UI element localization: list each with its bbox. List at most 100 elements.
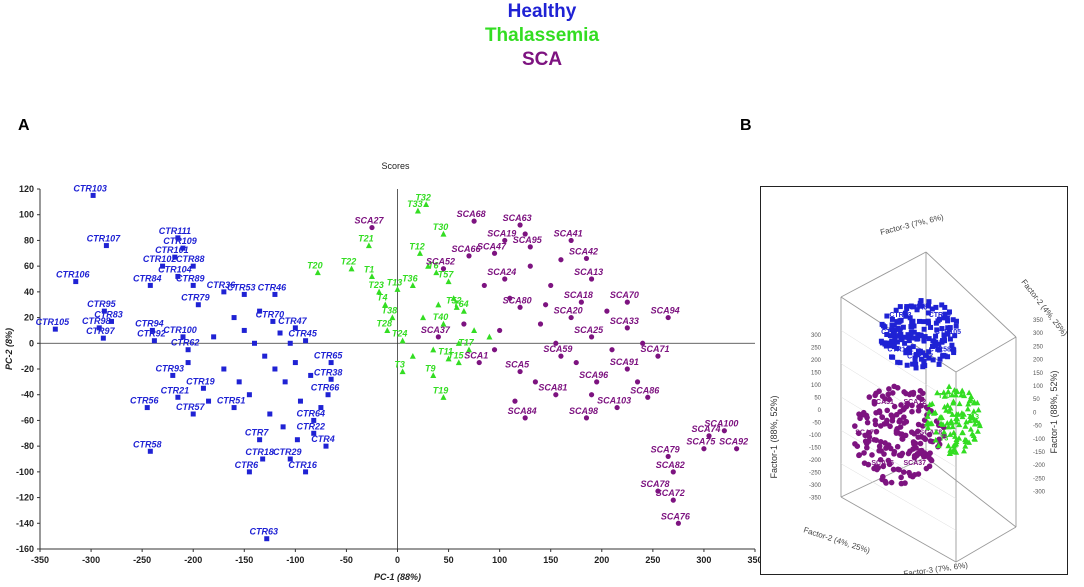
- thalassemia-point: [959, 413, 966, 420]
- thalassemia-point: [974, 428, 981, 434]
- healthy-point: [890, 354, 896, 360]
- left-tick-label: 150: [811, 371, 822, 377]
- sca-point: [527, 263, 533, 269]
- thalassemia-point-label: T24: [392, 329, 408, 339]
- sca-point: [908, 429, 915, 435]
- healthy-point-label: CTR101: [155, 245, 189, 255]
- sca-point: [877, 438, 884, 445]
- healthy-point: [884, 331, 890, 337]
- thalassemia-point: [945, 442, 952, 449]
- thalassemia-point: [949, 391, 956, 398]
- healthy-point: [303, 338, 309, 344]
- healthy-point: [907, 315, 913, 321]
- thalassemia-point: [953, 411, 960, 417]
- healthy-point: [903, 313, 909, 319]
- chart-title: Scores: [381, 161, 410, 171]
- sca-point: [527, 244, 533, 250]
- left-tick-label: -200: [809, 458, 822, 464]
- sca-point: [899, 431, 905, 438]
- healthy-point: [933, 304, 939, 310]
- axis-label-right: Factor-1 (88%, 52%): [1049, 370, 1059, 453]
- healthy-point-label: CTR84: [133, 273, 162, 283]
- healthy-point: [913, 351, 919, 357]
- sca-point: [665, 453, 671, 460]
- healthy-point: [913, 365, 919, 371]
- healthy-point: [241, 327, 247, 333]
- thalassemia-point: [948, 418, 955, 424]
- sca-point-label: SCA91: [610, 357, 639, 367]
- left-tick-label: -100: [809, 433, 822, 439]
- thalassemia-point: [409, 352, 416, 359]
- y-tick-label: -120: [16, 493, 34, 503]
- sca-point: [891, 383, 897, 390]
- sca-point-label: SCA27: [354, 216, 384, 226]
- sca-point: [886, 396, 893, 403]
- healthy-point: [891, 344, 897, 350]
- y-tick-label: -100: [16, 467, 34, 477]
- sca-point: [512, 398, 518, 404]
- sca-point-label: SCA31: [871, 399, 894, 406]
- healthy-point: [236, 379, 242, 385]
- left-tick-label: -50: [812, 421, 821, 427]
- x-tick-label: 300: [696, 555, 711, 565]
- sca-point: [568, 237, 574, 244]
- legend-sca: SCA: [521, 49, 563, 70]
- thalassemia-point: [936, 414, 943, 421]
- healthy-point: [260, 456, 266, 462]
- thalassemia-point: [958, 391, 965, 398]
- thalassemia-point: [460, 307, 467, 314]
- healthy-point: [90, 192, 96, 198]
- thalassemia-point-label: T3: [394, 360, 405, 370]
- thalassemia-point: [962, 438, 969, 445]
- healthy-point-label: CTR98: [82, 316, 111, 326]
- thalassemia-point: [926, 408, 933, 415]
- sca-point: [897, 417, 903, 424]
- sca-point-label: SCA18: [564, 290, 593, 300]
- sca-point: [558, 257, 564, 263]
- healthy-point: [311, 417, 317, 423]
- sca-point: [915, 407, 922, 414]
- sca-point: [910, 446, 916, 452]
- thalassemia-point: [959, 429, 966, 436]
- thalassemia-point-label: T6: [428, 261, 439, 271]
- healthy-point: [947, 325, 953, 331]
- thalassemia-point-label: T33: [407, 199, 423, 209]
- sca-point: [872, 417, 879, 424]
- thalassemia-point: [941, 403, 948, 410]
- sca-point: [869, 452, 875, 458]
- y-tick-label: 80: [24, 235, 34, 245]
- healthy-point: [895, 359, 901, 365]
- y-tick-label: -160: [16, 544, 34, 554]
- sca-point: [863, 412, 870, 419]
- healthy-point: [894, 345, 900, 351]
- healthy-point-label: CTR53: [227, 282, 256, 292]
- sca-point-label: SCA66: [451, 244, 481, 254]
- healthy-point: [941, 332, 947, 338]
- sca-point: [466, 253, 472, 259]
- healthy-point-label: CTR102: [143, 254, 177, 264]
- healthy-point: [287, 340, 293, 346]
- healthy-point: [893, 307, 899, 313]
- box-edge: [840, 251, 927, 298]
- healthy-point: [328, 360, 334, 366]
- right-tick-label: 250: [1033, 344, 1044, 350]
- y-tick-label: 120: [19, 184, 34, 194]
- thalassemia-point: [924, 419, 931, 425]
- healthy-point: [879, 321, 885, 327]
- right-tick-label: -200: [1033, 463, 1046, 469]
- thalassemia-point: [943, 407, 950, 413]
- thalassemia-point: [965, 401, 972, 407]
- healthy-point: [878, 338, 884, 344]
- sca-point-label: SCA79: [651, 444, 680, 454]
- healthy-point-label: CTR70: [256, 309, 285, 319]
- thalassemia-point-label: T21: [358, 234, 374, 244]
- sca-point-label: SCA76: [661, 511, 691, 521]
- healthy-point-label: CTR63: [249, 527, 278, 537]
- thalassemia-point: [423, 201, 430, 208]
- sca-point-label: SCA95: [513, 235, 543, 245]
- sca-point: [884, 417, 890, 424]
- healthy-point-label: CTR105: [36, 317, 71, 327]
- sca-point: [905, 450, 912, 457]
- healthy-point: [926, 355, 932, 361]
- sca-point-label: SCA33: [610, 316, 639, 326]
